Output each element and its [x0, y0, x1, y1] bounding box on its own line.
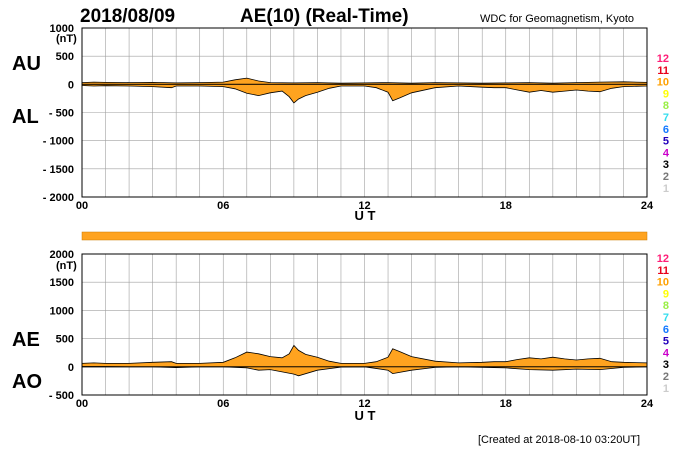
station-number: 3: [663, 159, 669, 171]
y-tick-label: - 2000: [43, 192, 74, 204]
panel-ae-ao-xlabel: U T: [355, 408, 376, 423]
y-tick-label: 1500: [50, 277, 74, 289]
station-number: 8: [663, 300, 669, 312]
y-tick-label: - 1000: [43, 136, 74, 148]
station-number: 7: [663, 312, 669, 324]
x-tick-label: 06: [217, 200, 229, 212]
panel-au-al-yticks: 1000 500 0 - 500 - 1000 - 1500 - 2000: [43, 23, 74, 204]
station-number: 2: [663, 171, 669, 183]
station-number: 12: [657, 53, 669, 65]
station-number: 11: [657, 265, 669, 277]
panel-au-al-grid: [82, 28, 647, 197]
panel-au-al-frame: [81, 27, 648, 198]
panel-au-al-xlabel: U T: [355, 208, 376, 223]
y-tick-label: 0: [68, 362, 74, 374]
x-tick-label: 12: [358, 398, 370, 410]
x-tick-label: 12: [358, 200, 370, 212]
panel-au-al-unit: (nT): [56, 33, 77, 45]
y-tick-label: - 500: [49, 390, 74, 402]
au-label: AU: [12, 53, 41, 75]
panel-ae-ao-unit: (nT): [56, 260, 77, 272]
station-number: 3: [663, 359, 669, 371]
y-tick-label: 0: [68, 79, 74, 91]
station-number: 11: [657, 65, 669, 77]
panel-au-al-series: [81, 77, 648, 104]
coverage-bar: [81, 231, 648, 241]
series-au: [81, 77, 648, 85]
x-tick-label: 00: [76, 398, 88, 410]
x-tick-label: 24: [641, 398, 654, 410]
y-tick-label: 1000: [50, 305, 74, 317]
y-tick-label: - 1500: [43, 164, 74, 176]
station-number: 6: [663, 324, 669, 336]
y-tick-label: 1000: [50, 23, 74, 35]
x-tick-label: 18: [500, 398, 512, 410]
panel-ae-ao-series: [81, 344, 648, 377]
series-al: [81, 83, 648, 104]
station-number: 10: [657, 77, 669, 89]
station-number: 8: [663, 100, 669, 112]
x-tick-label: 18: [500, 200, 512, 212]
station-number: 10: [657, 277, 669, 289]
source-label: WDC for Geomagnetism, Kyoto: [480, 13, 634, 25]
station-number: 2: [663, 371, 669, 383]
station-number: 6: [663, 124, 669, 136]
x-tick-label: 06: [217, 398, 229, 410]
al-label: AL: [12, 106, 39, 128]
series-ae: [81, 344, 648, 368]
x-tick-label: 24: [641, 200, 654, 212]
y-tick-label: 2000: [50, 249, 74, 261]
y-tick-label: 500: [56, 51, 74, 63]
station-number: 5: [663, 136, 669, 148]
station-number: 7: [663, 112, 669, 124]
panel-ae-ao-yticks: 2000 1500 1000 500 0 - 500: [49, 249, 74, 402]
chart-title: AE(10) (Real-Time): [240, 6, 409, 27]
station-number: 9: [663, 88, 669, 100]
station-number: 12: [657, 253, 669, 265]
date-label: 2018/08/09: [80, 6, 175, 27]
station-number: 4: [663, 347, 670, 359]
station-number: 1: [663, 183, 669, 195]
station-number: 9: [663, 288, 669, 300]
y-tick-label: 500: [56, 334, 74, 346]
ae-label: AE: [12, 329, 40, 351]
created-timestamp: [Created at 2018-08-10 03:20UT]: [478, 434, 640, 446]
panel-ae-ao-grid: [82, 254, 647, 395]
panel-ae-ao-frame: [81, 253, 648, 396]
x-tick-label: 00: [76, 200, 88, 212]
station-number: 5: [663, 336, 669, 348]
station-number: 1: [663, 383, 669, 395]
y-tick-label: - 500: [49, 108, 74, 120]
panel-ae-ao-xticks: 00 06 12 18 24: [76, 398, 654, 410]
station-number: 4: [663, 147, 670, 159]
panel-au-al-xticks: 00 06 12 18 24: [76, 200, 654, 212]
ao-label: AO: [12, 371, 42, 393]
